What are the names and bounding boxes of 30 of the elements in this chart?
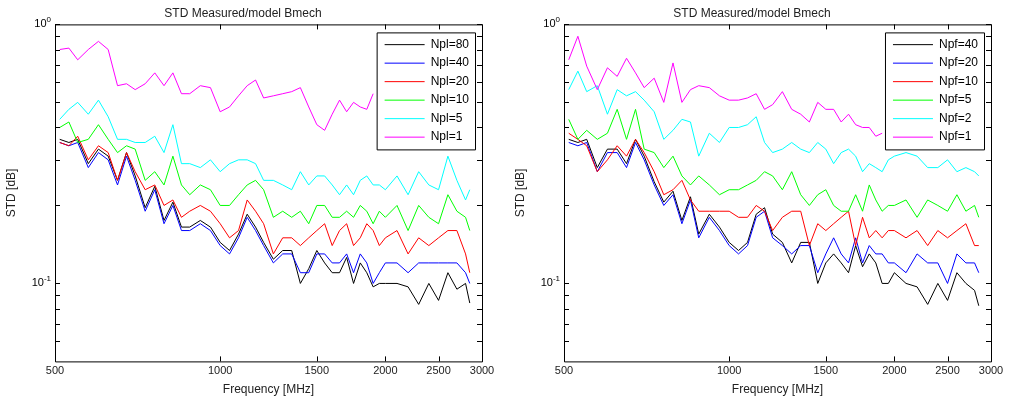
x-tick-label: 500 [554, 364, 574, 377]
legend-label: Npf=2 [938, 110, 972, 125]
x-tick-label: 1000 [716, 364, 742, 377]
x-tick-label: 2000 [882, 364, 907, 377]
x-tick-label: 1500 [304, 364, 330, 377]
x-axis-title: Frequency [MHz] [222, 382, 315, 397]
x-tick-label: 3000 [469, 364, 495, 377]
legend-label: Npl=20 [430, 73, 470, 88]
x-tick-label: 2500 [935, 364, 960, 377]
chart-title: STD Measured/model Bmech [164, 5, 322, 20]
legend-label: Npf=10 [938, 73, 979, 88]
legend-label: Npl=1 [430, 129, 463, 144]
legend-label: Npl=10 [430, 92, 470, 107]
legend-label: Npl=40 [430, 55, 470, 70]
x-tick-label: 2500 [426, 364, 451, 377]
legend-label: Npf=5 [938, 92, 972, 107]
y-axis-title: STD [dB] [512, 168, 527, 218]
chart-title: STD Measured/model Bmech [673, 5, 831, 20]
x-axis-title: Frequency [MHz] [731, 382, 824, 397]
legend-label: Npl=80 [430, 36, 470, 51]
legend-label: Npl=5 [430, 110, 463, 125]
x-tick-label: 2000 [373, 364, 398, 377]
x-tick-label: 1500 [813, 364, 839, 377]
y-axis-title: STD [dB] [3, 168, 18, 218]
x-tick-label: 500 [45, 364, 65, 377]
legend-label: Npf=20 [938, 55, 979, 70]
x-tick-label: 3000 [978, 364, 1004, 377]
x-tick-label: 1000 [207, 364, 233, 377]
legend-label: Npf=40 [938, 36, 979, 51]
legend-label: Npf=1 [938, 129, 972, 144]
